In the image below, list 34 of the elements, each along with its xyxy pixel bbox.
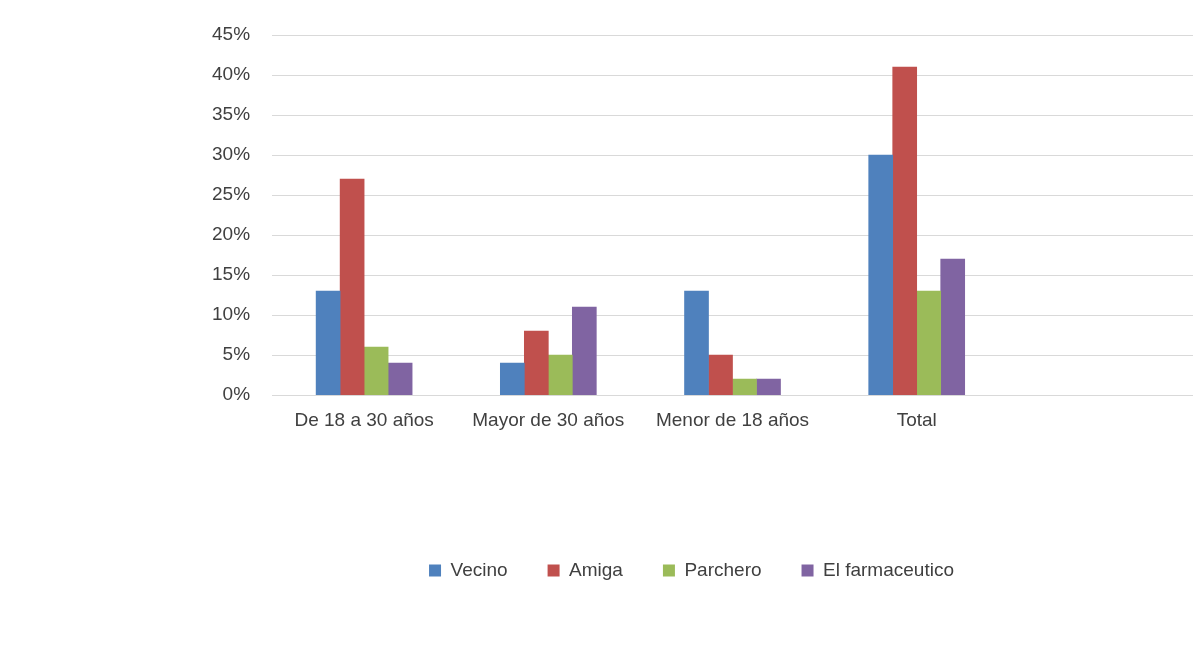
bar bbox=[892, 66, 918, 396]
bar bbox=[756, 378, 781, 396]
bar bbox=[916, 290, 942, 396]
legend-label: Parchero bbox=[684, 558, 762, 580]
legend-label: Vecino bbox=[450, 558, 508, 580]
y-tick-label: 15% bbox=[212, 263, 251, 285]
y-tick-label: 20% bbox=[212, 223, 251, 245]
bar bbox=[940, 258, 966, 396]
bar bbox=[708, 354, 733, 396]
x-tick-label: Mayor de 30 años bbox=[472, 408, 625, 430]
y-tick-label: 5% bbox=[222, 343, 251, 365]
bar bbox=[732, 378, 757, 396]
bar bbox=[315, 290, 341, 396]
x-tick-label: De 18 a 30 años bbox=[294, 408, 434, 430]
bar bbox=[684, 290, 709, 396]
bar bbox=[523, 330, 549, 396]
bar bbox=[363, 346, 389, 396]
y-tick-label: 25% bbox=[212, 183, 251, 205]
y-tick-label: 35% bbox=[212, 103, 251, 125]
legend-label: Amiga bbox=[569, 558, 624, 580]
y-tick-label: 10% bbox=[212, 303, 251, 325]
bar bbox=[387, 362, 413, 396]
y-tick-label: 45% bbox=[212, 23, 251, 45]
y-tick-label: 40% bbox=[212, 63, 251, 85]
bar bbox=[499, 362, 525, 396]
bar bbox=[339, 178, 365, 396]
y-tick-label: 0% bbox=[222, 383, 251, 405]
x-tick-label: Total bbox=[896, 408, 937, 430]
bar bbox=[571, 306, 597, 396]
legend-label: El farmaceutico bbox=[823, 558, 954, 580]
y-tick-label: 30% bbox=[212, 143, 251, 165]
bar bbox=[868, 154, 894, 396]
bar bbox=[547, 354, 573, 396]
x-tick-label: Menor de 18 años bbox=[655, 408, 810, 430]
